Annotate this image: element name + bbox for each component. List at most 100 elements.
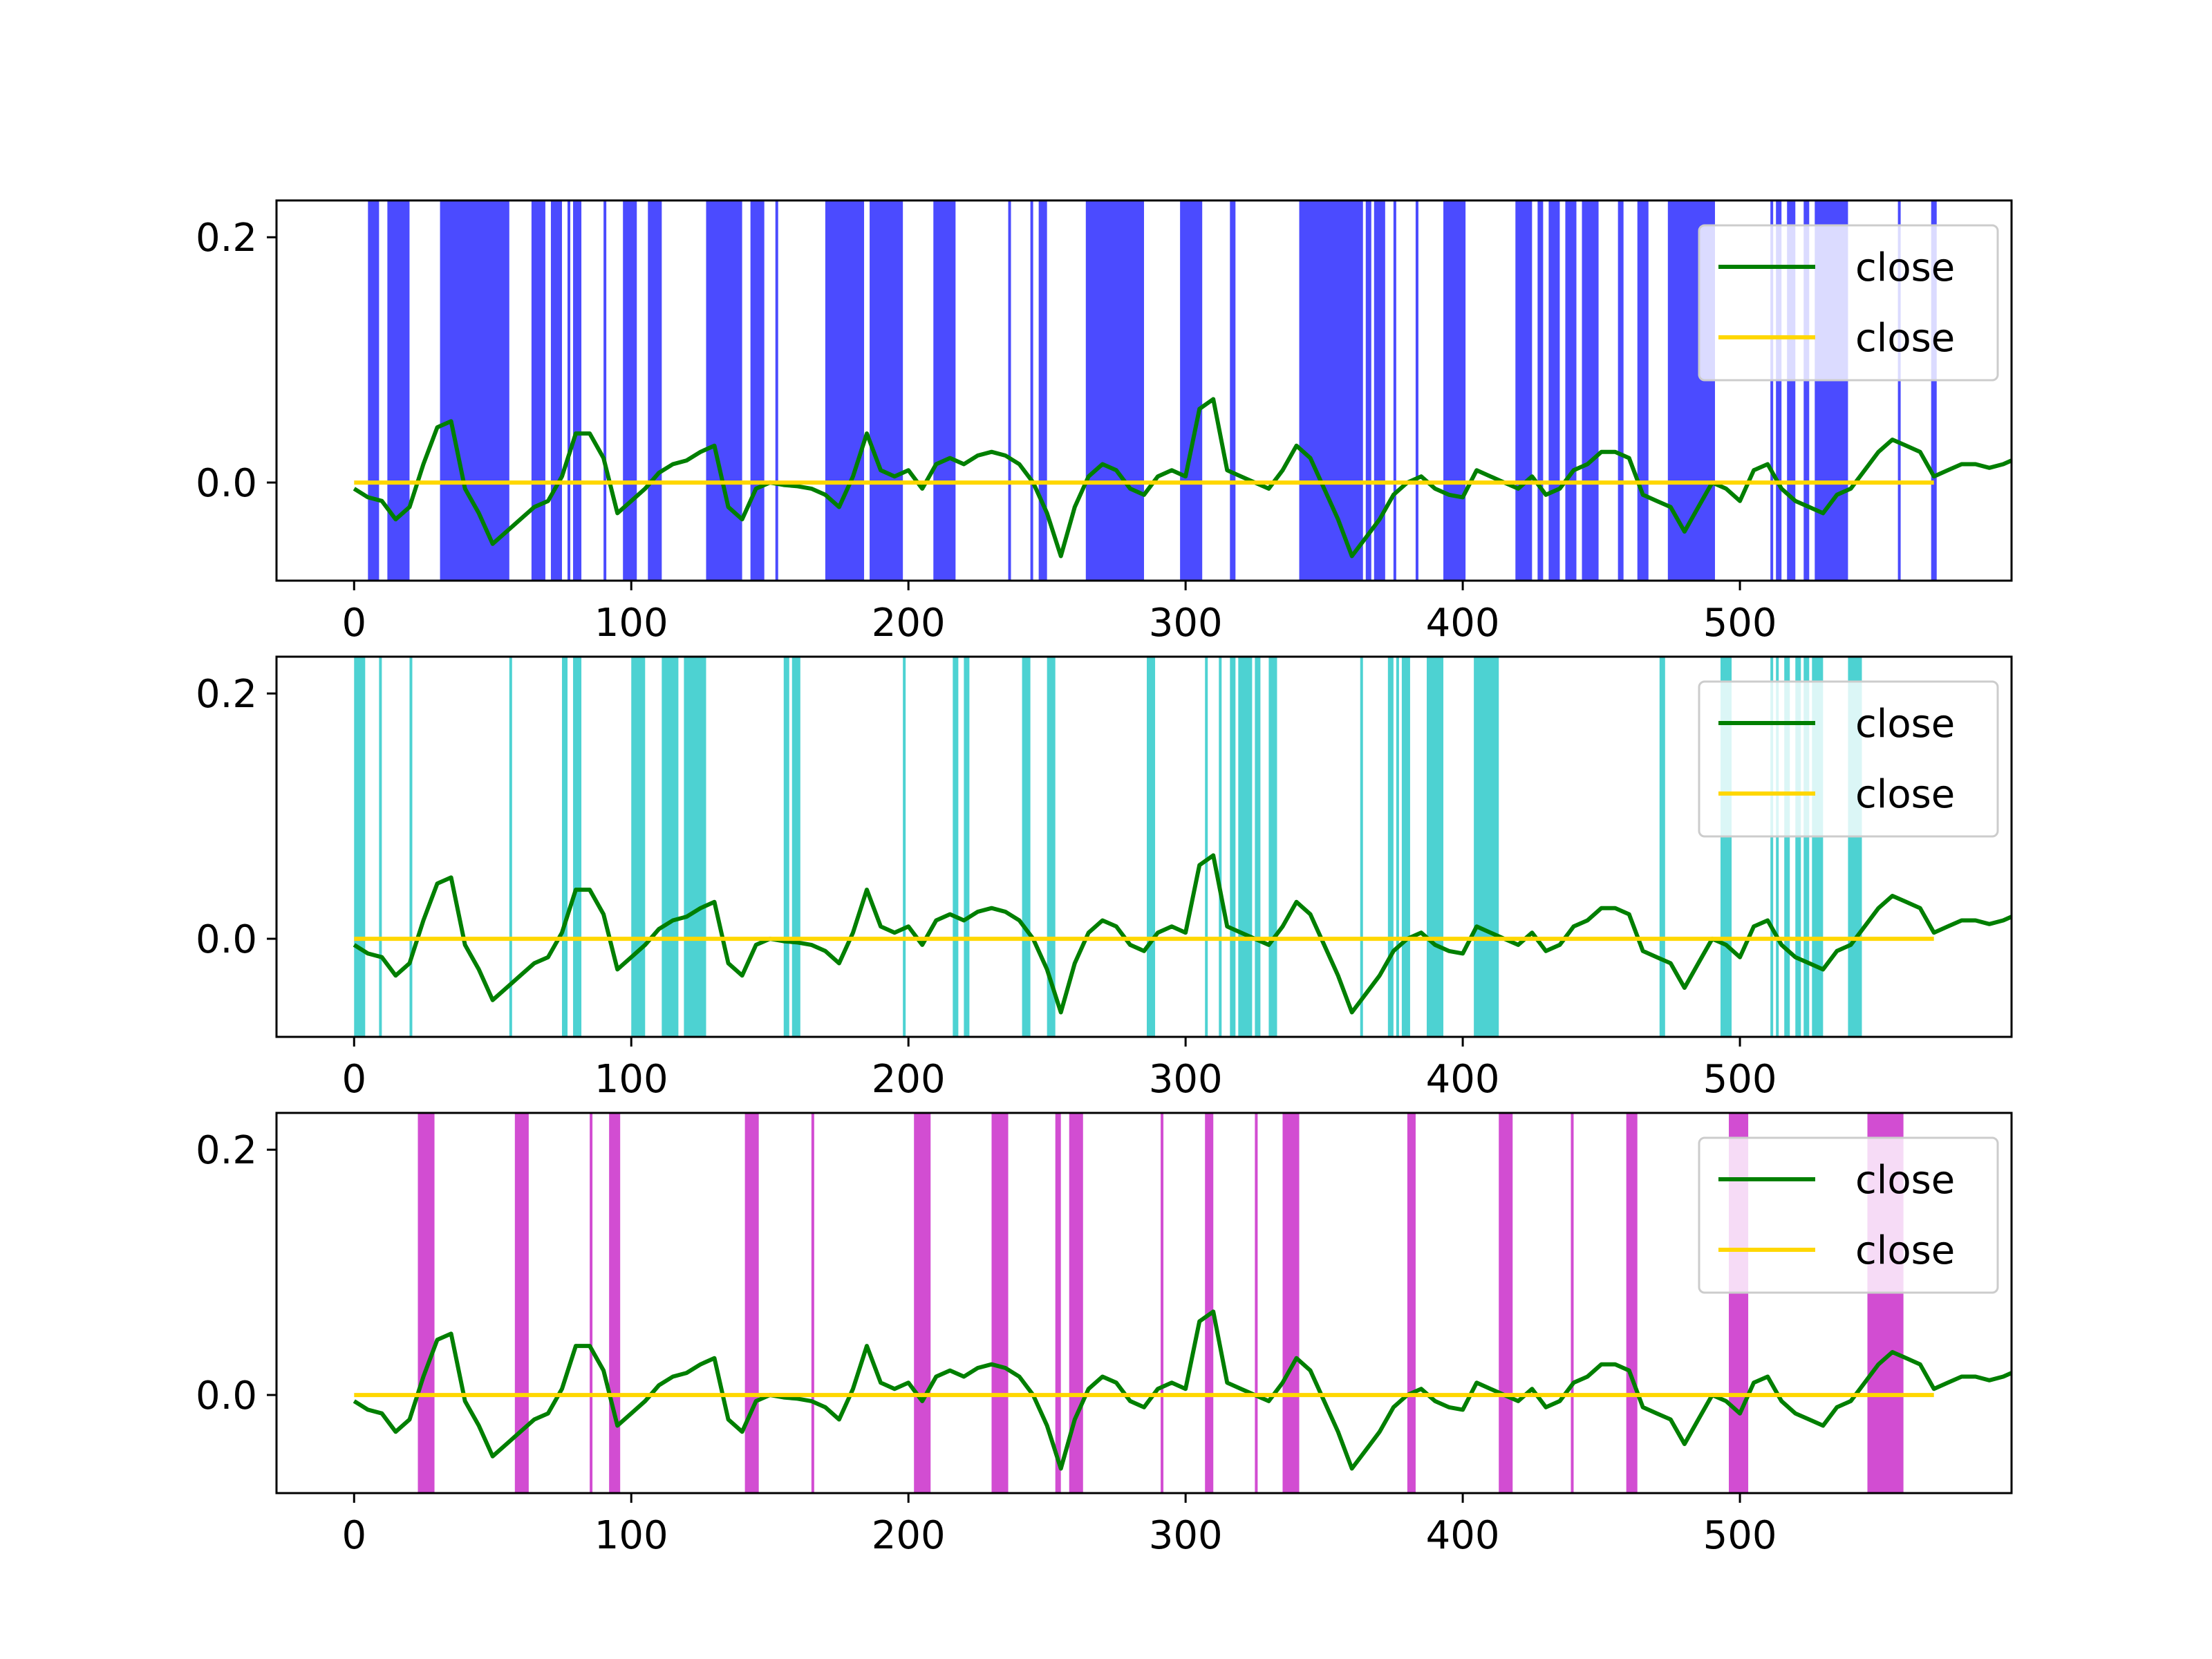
shaded-span — [1443, 200, 1466, 581]
shaded-span — [1537, 200, 1544, 581]
shaded-span — [1637, 200, 1649, 581]
shaded-span — [603, 200, 607, 581]
shaded-span — [1474, 657, 1499, 1037]
shaded-span — [1038, 200, 1047, 581]
shaded-span — [783, 657, 789, 1037]
shaded-span — [1776, 200, 1782, 581]
shaded-span — [1393, 200, 1396, 581]
legend-label: close — [1855, 772, 1955, 817]
y-tick-label: 0.0 — [196, 917, 257, 962]
x-tick-label: 0 — [341, 1057, 366, 1102]
shaded-span — [590, 1113, 593, 1493]
legend-box — [1698, 224, 1999, 382]
series-line-close-green — [353, 1309, 2012, 1471]
y-tick-label: 0.2 — [196, 1128, 257, 1173]
shaded-span — [1415, 200, 1418, 581]
panel-1: 0 100 200 300 400 500 0.0 0.2 close close — [196, 199, 2013, 646]
shaded-span — [1770, 200, 1774, 581]
shaded-span — [1022, 657, 1031, 1037]
shaded-span — [1897, 200, 1901, 581]
shaded-span — [1499, 1113, 1513, 1493]
x-tick-label: 200 — [872, 1513, 946, 1558]
shaded-span — [418, 1113, 435, 1493]
shaded-span — [1374, 200, 1385, 581]
shaded-span — [1515, 200, 1533, 581]
panel-2: 0 100 200 300 400 500 0.0 0.2 close close — [196, 655, 2013, 1102]
x-tick-label: 0 — [341, 1513, 366, 1558]
shaded-span — [791, 657, 800, 1037]
shaded-span — [964, 657, 970, 1037]
shaded-span — [387, 200, 410, 581]
shaded-span — [1776, 657, 1779, 1037]
legend-box — [1698, 1136, 1999, 1294]
shaded-span — [811, 1113, 814, 1493]
shaded-span — [354, 657, 366, 1037]
shaded-span — [1407, 1113, 1416, 1493]
legend-label: close — [1855, 1228, 1955, 1273]
shaded-span — [1299, 200, 1363, 581]
shaded-span — [662, 657, 679, 1037]
shaded-span — [1803, 657, 1810, 1037]
shaded-span — [1571, 1113, 1574, 1493]
shaded-span — [1161, 1113, 1164, 1493]
legend-label: close — [1855, 702, 1955, 747]
shaded-span — [1008, 200, 1011, 581]
shaded-span — [933, 200, 956, 581]
y-tick-label: 0.0 — [196, 1374, 257, 1418]
shaded-span — [1360, 657, 1363, 1037]
axes-frame — [275, 655, 2013, 1038]
shaded-span — [631, 657, 646, 1037]
shaded-span — [775, 200, 778, 581]
shaded-span — [531, 200, 545, 581]
shaded-span — [1659, 657, 1665, 1037]
shaded-span — [1219, 657, 1222, 1037]
shaded-span — [568, 200, 571, 581]
shaded-span — [648, 200, 662, 581]
axes-frame — [275, 1112, 2013, 1494]
x-tick-label: 200 — [872, 601, 946, 646]
shaded-span — [1931, 200, 1937, 581]
shaded-span — [368, 200, 379, 581]
x-tick-label: 400 — [1426, 601, 1500, 646]
shaded-span — [1387, 657, 1394, 1037]
shaded-span — [1255, 1113, 1258, 1493]
legend-box — [1698, 680, 1999, 838]
x-tick-label: 300 — [1149, 601, 1223, 646]
shaded-span — [561, 657, 568, 1037]
shaded-span — [825, 200, 865, 581]
plot-area — [353, 200, 2012, 581]
shaded-span — [609, 1113, 621, 1493]
shaded-span — [1582, 200, 1599, 581]
legend-label: close — [1855, 316, 1955, 361]
x-tick-label: 300 — [1149, 1513, 1223, 1558]
shaded-span — [1085, 200, 1144, 581]
shaded-span — [1795, 657, 1801, 1037]
legend: close close — [1698, 224, 1999, 382]
shaded-span — [1626, 1113, 1638, 1493]
series-line-close-green — [353, 853, 2012, 1015]
shaded-span — [1180, 200, 1203, 581]
shaded-span — [623, 200, 637, 581]
shaded-span — [1770, 657, 1774, 1037]
shaded-span — [1618, 200, 1624, 581]
shaded-span — [1426, 657, 1444, 1037]
axes-frame — [275, 199, 2013, 582]
legend-label: close — [1855, 1158, 1955, 1203]
shaded-span — [706, 200, 742, 581]
x-tick-label: 0 — [341, 601, 366, 646]
shaded-span — [903, 657, 906, 1037]
shaded-span — [409, 657, 413, 1037]
shaded-span — [440, 200, 509, 581]
shaded-span — [684, 657, 706, 1037]
shaded-span — [1282, 1113, 1300, 1493]
legend: close close — [1698, 1136, 1999, 1294]
shaded-span — [1230, 657, 1236, 1037]
shaded-span — [914, 1113, 931, 1493]
x-tick-label: 400 — [1426, 1513, 1500, 1558]
legend-label: close — [1855, 245, 1955, 290]
x-tick-label: 100 — [594, 1057, 668, 1102]
shaded-span — [514, 1113, 529, 1493]
y-tick-label: 0.2 — [196, 216, 257, 261]
panel-3: 0 100 200 300 400 500 0.0 0.2 close close — [196, 1112, 2013, 1558]
